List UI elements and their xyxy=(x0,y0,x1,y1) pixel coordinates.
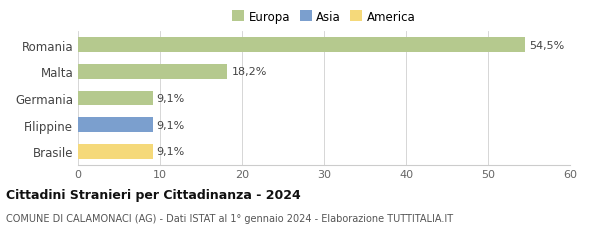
Text: 54,5%: 54,5% xyxy=(529,40,564,50)
Legend: Europa, Asia, America: Europa, Asia, America xyxy=(232,11,416,24)
Bar xyxy=(78,38,525,53)
Bar xyxy=(78,144,152,159)
Bar xyxy=(78,118,152,132)
Text: 9,1%: 9,1% xyxy=(157,147,185,157)
Text: 9,1%: 9,1% xyxy=(157,93,185,104)
Text: COMUNE DI CALAMONACI (AG) - Dati ISTAT al 1° gennaio 2024 - Elaborazione TUTTITA: COMUNE DI CALAMONACI (AG) - Dati ISTAT a… xyxy=(6,213,453,223)
Text: 9,1%: 9,1% xyxy=(157,120,185,130)
Text: 18,2%: 18,2% xyxy=(232,67,267,77)
Bar xyxy=(78,65,227,79)
Text: Cittadini Stranieri per Cittadinanza - 2024: Cittadini Stranieri per Cittadinanza - 2… xyxy=(6,188,301,201)
Bar xyxy=(78,91,152,106)
